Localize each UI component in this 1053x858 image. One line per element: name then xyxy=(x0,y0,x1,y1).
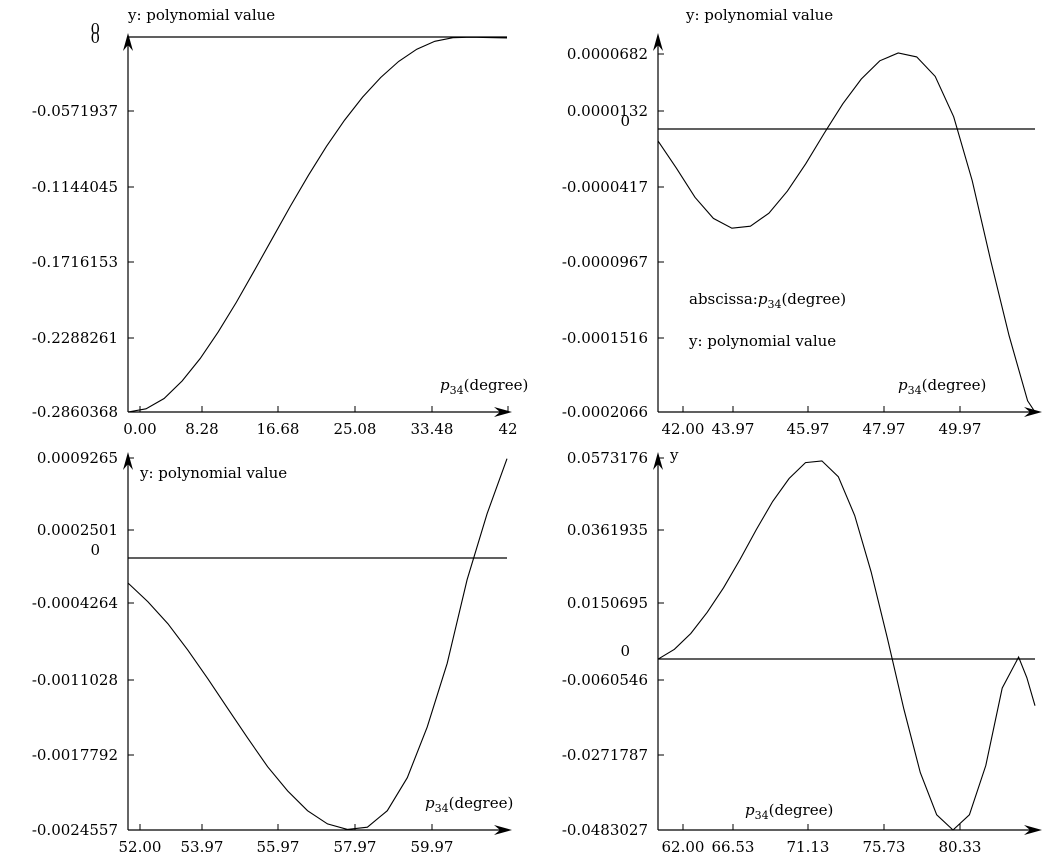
y-tick-label: 0.0361935 xyxy=(567,521,648,539)
y-tick-label: 0.0573176 xyxy=(567,449,648,467)
x-tick-label: 53.97 xyxy=(181,838,224,856)
y-axis-arrow-icon xyxy=(653,452,663,470)
y-tick-label: 0 xyxy=(90,29,100,47)
y-tick-label: 0.0000132 xyxy=(567,102,648,120)
y-tick-label: 0.0002501 xyxy=(37,521,118,539)
x-tick-label: 0.00 xyxy=(123,420,156,438)
y-tick-label: -0.0000417 xyxy=(562,178,648,196)
y-tick-label: -0.0483027 xyxy=(562,821,648,839)
x-axis-label-unit: (degree) xyxy=(922,376,987,394)
x-tick-label: 75.73 xyxy=(863,838,906,856)
y-tick-label: -0.0002066 xyxy=(562,403,648,421)
x-axis-label-var: p xyxy=(425,794,435,812)
x-axis-arrow-icon xyxy=(494,825,512,835)
x-tick-label: 33.48 xyxy=(411,420,454,438)
x-tick-label: 52.00 xyxy=(119,838,162,856)
x-tick-label: 57.97 xyxy=(334,838,377,856)
x-axis-label-var: p xyxy=(745,801,755,819)
series-line-1 xyxy=(127,36,508,413)
y-axis-label: y: polynomial value xyxy=(685,6,833,24)
y-tick-label: -0.0024557 xyxy=(32,821,118,839)
x-tick-label: 55.97 xyxy=(257,838,300,856)
zero-label: 0 xyxy=(620,112,630,130)
x-tick-label: 16.68 xyxy=(257,420,300,438)
chart-panel-4: 0 y -0.0483027 -0.0271787 -0.0060546 0.015069… xyxy=(562,446,1042,856)
y-axis-arrow-icon xyxy=(123,33,133,51)
y-axis-label: y: polynomial value xyxy=(127,6,275,24)
y-tick-label: -0.1716153 xyxy=(32,253,118,271)
chart-panel-3: 0 y: polynomial value -0.0024557 -0.0017792… xyxy=(32,449,514,856)
y-axis-arrow-icon xyxy=(653,33,663,51)
x-axis-label-unit: (degree) xyxy=(769,801,834,819)
x-tick-label: 25.08 xyxy=(334,420,377,438)
y-tick-label: -0.0011028 xyxy=(32,671,118,689)
x-axis-label-sub: 34 xyxy=(435,802,449,815)
y-tick-label: 0.0150695 xyxy=(567,594,648,612)
x-axis-label: p34(degree) xyxy=(745,801,833,822)
x-axis-label-var: p xyxy=(898,376,908,394)
zero-label: 0 xyxy=(620,642,630,660)
x-tick-label: 8.28 xyxy=(185,420,218,438)
chart-panel-1: 0 y: polynomial value -0.2860368 -0.2288261… xyxy=(32,6,529,438)
x-tick-label: 80.33 xyxy=(939,838,982,856)
x-tick-label: 42 xyxy=(498,420,517,438)
annotation-y: y: polynomial value xyxy=(688,332,836,350)
annotation-sub: 34 xyxy=(767,298,781,311)
y-tick-label: -0.0571937 xyxy=(32,102,118,120)
x-axis-label-var: p xyxy=(440,376,450,394)
chart-panel-2: 0 y: polynomial value -0.0002066 -0.0001516… xyxy=(562,6,1042,438)
x-axis-label: p34(degree) xyxy=(425,794,513,815)
y-axis-label: y: polynomial value xyxy=(139,464,287,482)
annotation-abscissa: abscissa:p34(degree) xyxy=(689,290,846,311)
x-tick-label: 43.97 xyxy=(712,420,755,438)
x-tick-label: 47.97 xyxy=(863,420,906,438)
x-tick-label: 62.00 xyxy=(662,838,705,856)
y-tick-label: -0.0000967 xyxy=(562,253,648,271)
series-line-1 xyxy=(657,460,1036,831)
x-tick-label: 59.97 xyxy=(411,838,454,856)
y-tick-label: 0.0009265 xyxy=(37,449,118,467)
y-tick-label: 0.0000682 xyxy=(567,45,648,63)
x-axis-label-sub: 34 xyxy=(450,384,464,397)
y-tick-label: -0.0017792 xyxy=(32,746,118,764)
x-axis-label: p34(degree) xyxy=(898,376,986,397)
y-tick-label: -0.0060546 xyxy=(562,671,648,689)
y-tick-label: -0.0271787 xyxy=(562,746,648,764)
y-tick-label: -0.2860368 xyxy=(32,403,118,421)
x-axis-arrow-icon xyxy=(1024,407,1042,417)
x-tick-label: 42.00 xyxy=(662,420,705,438)
series-line-1 xyxy=(127,458,508,830)
x-tick-label: 45.97 xyxy=(787,420,830,438)
x-tick-label: 49.97 xyxy=(939,420,982,438)
y-tick-label: -0.0001516 xyxy=(562,329,648,347)
x-tick-label: 71.13 xyxy=(787,838,830,856)
y-tick-label: -0.1144045 xyxy=(32,178,118,196)
y-tick-label: -0.2288261 xyxy=(32,329,118,347)
x-axis-label: p34(degree) xyxy=(440,376,528,397)
annotation-prefix: abscissa: xyxy=(689,290,758,308)
x-axis-arrow-icon xyxy=(494,407,512,417)
x-axis-label-unit: (degree) xyxy=(449,794,514,812)
x-tick-label: 66.53 xyxy=(712,838,755,856)
x-axis-label-unit: (degree) xyxy=(464,376,529,394)
x-axis-label-sub: 34 xyxy=(908,384,922,397)
annotation-var: p xyxy=(758,290,768,308)
y-axis-arrow-icon xyxy=(123,452,133,470)
series-line-1 xyxy=(657,52,1036,413)
y-axis-label: y xyxy=(669,446,679,464)
y-tick-label: -0.0004264 xyxy=(32,594,118,612)
x-axis-label-sub: 34 xyxy=(755,809,769,822)
x-axis-arrow-icon xyxy=(1024,825,1042,835)
zero-label: 0 xyxy=(90,20,100,38)
annotation-unit: (degree) xyxy=(781,290,846,308)
zero-label: 0 xyxy=(90,541,100,559)
